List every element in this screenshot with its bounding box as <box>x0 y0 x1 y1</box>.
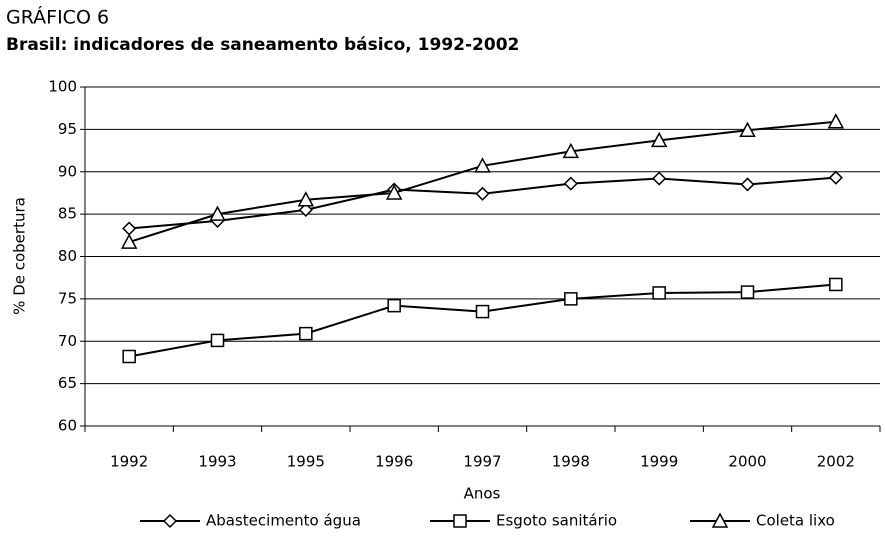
y-tick-label: 75 <box>58 289 77 307</box>
marker <box>652 171 667 186</box>
legend-label: Coleta lixo <box>756 512 835 530</box>
marker <box>828 170 843 185</box>
x-tick-label: 1992 <box>110 453 148 471</box>
y-tick-label: 65 <box>58 374 77 392</box>
y-tick-label: 70 <box>58 332 77 350</box>
x-tick-label: 1999 <box>640 453 678 471</box>
marker <box>298 202 313 217</box>
x-tick-label: 1993 <box>198 453 236 471</box>
marker <box>564 292 578 306</box>
y-tick-label: 100 <box>48 78 77 96</box>
marker <box>827 113 845 129</box>
marker <box>210 333 225 348</box>
marker <box>385 184 403 200</box>
x-tick-label: 2000 <box>728 453 766 471</box>
y-tick-label: 80 <box>58 247 77 265</box>
marker <box>122 349 136 364</box>
marker <box>740 177 755 192</box>
y-tick-label: 85 <box>58 205 77 223</box>
x-tick-label: 1997 <box>463 453 501 471</box>
series-line <box>129 176 836 230</box>
marker <box>122 221 137 236</box>
marker <box>162 513 178 529</box>
marker <box>563 176 578 191</box>
legend-label: Esgoto sanitário <box>496 512 617 530</box>
y-axis-label: % De cobertura <box>11 197 29 315</box>
legend-label: Abastecimento água <box>206 512 361 530</box>
chart-subtitle: Brasil: indicadores de saneamento básico… <box>6 35 519 55</box>
marker <box>453 514 467 528</box>
marker <box>650 131 668 148</box>
x-tick-label: 1995 <box>287 453 325 471</box>
marker <box>475 304 490 319</box>
marker <box>740 285 755 299</box>
y-tick-label: 90 <box>58 162 77 180</box>
marker <box>209 205 226 221</box>
series-line <box>128 120 836 244</box>
x-tick-label: 1998 <box>552 453 590 471</box>
chart-title: GRÁFICO 6 <box>6 6 109 29</box>
marker <box>299 326 313 341</box>
y-tick-label: 60 <box>58 417 77 435</box>
marker <box>474 157 491 173</box>
x-tick-label: 1996 <box>375 453 413 471</box>
marker <box>711 512 729 528</box>
marker <box>829 277 843 292</box>
marker <box>387 298 401 313</box>
marker <box>739 121 756 137</box>
y-tick-label: 95 <box>58 120 77 138</box>
x-axis-label: Anos <box>464 485 501 503</box>
marker <box>120 233 138 249</box>
marker <box>297 191 315 207</box>
marker <box>475 186 490 201</box>
marker <box>562 142 580 159</box>
x-tick-label: 2002 <box>817 453 855 471</box>
marker <box>652 286 666 300</box>
series-line <box>128 283 836 358</box>
